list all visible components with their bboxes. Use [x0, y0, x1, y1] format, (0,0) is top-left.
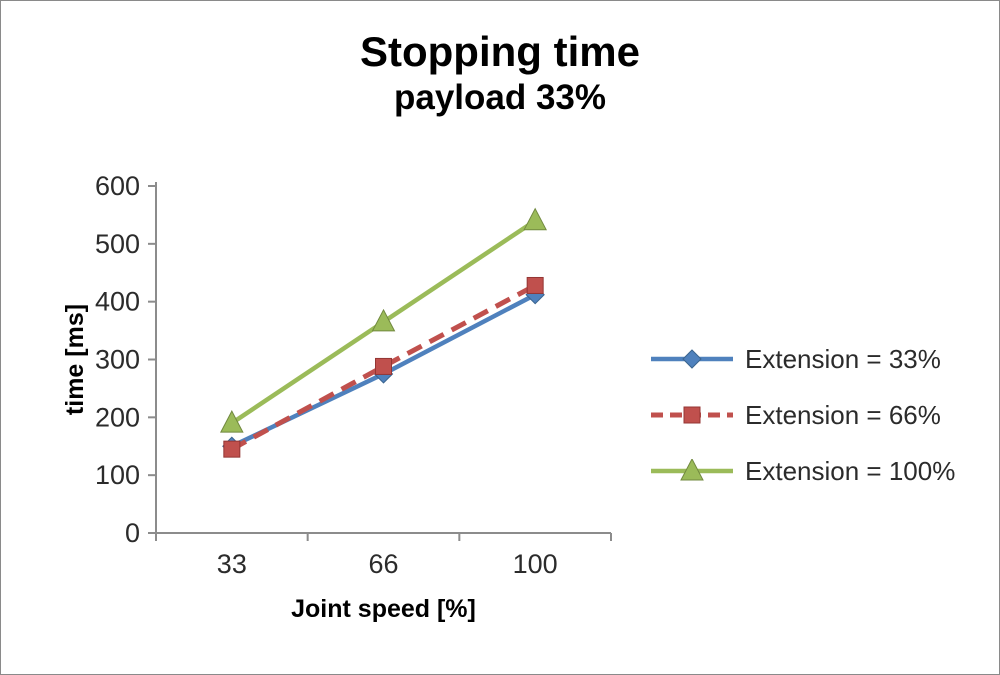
- series-marker-triangle: [371, 308, 396, 332]
- legend-label-extension-33: Extension = 33%: [745, 343, 941, 374]
- y-tick-label: 600: [95, 171, 140, 201]
- y-tick-label: 400: [95, 287, 140, 317]
- y-axis-title: time [ms]: [61, 304, 89, 415]
- series-line: [230, 283, 537, 452]
- chart-subtitle: payload 33%: [393, 78, 607, 118]
- y-tick-label: 100: [95, 460, 140, 490]
- series-marker-square: [526, 276, 544, 294]
- y-tick-label: 0: [125, 518, 140, 548]
- x-tick-label: 100: [513, 549, 558, 579]
- chart-legend: Extension = 33% Extension = 66% Extensio…: [649, 331, 955, 499]
- y-tick-label: 500: [95, 229, 140, 259]
- y-tick-label: 200: [95, 402, 140, 432]
- legend-label-extension-100: Extension = 100%: [745, 455, 956, 486]
- series-marker-square: [223, 440, 241, 458]
- series-marker-triangle: [680, 459, 704, 481]
- legend-item-extension-66: Extension = 66%: [649, 387, 955, 443]
- chart-title: Stopping time: [360, 28, 640, 75]
- legend-sample-extension-66: [651, 406, 733, 424]
- x-tick-label: 66: [368, 549, 398, 579]
- series-marker-square: [375, 357, 392, 375]
- y-tick-label: 300: [95, 345, 140, 375]
- series-marker-triangle: [220, 410, 244, 433]
- legend-sample-extension-100: [651, 459, 733, 481]
- series-marker-square: [683, 406, 701, 424]
- legend-label-extension-66: Extension = 66%: [745, 399, 941, 430]
- series-marker-diamond: [682, 349, 702, 369]
- legend-item-extension-33: Extension = 33%: [649, 331, 955, 387]
- x-tick-label: 33: [217, 549, 247, 579]
- series-marker-triangle: [523, 207, 547, 231]
- x-axis-title: Joint speed [%]: [291, 595, 476, 623]
- legend-sample-extension-33: [651, 349, 733, 369]
- chart-title-block: Stopping time payload 33%: [1, 27, 999, 119]
- legend-item-extension-100: Extension = 100%: [649, 443, 955, 499]
